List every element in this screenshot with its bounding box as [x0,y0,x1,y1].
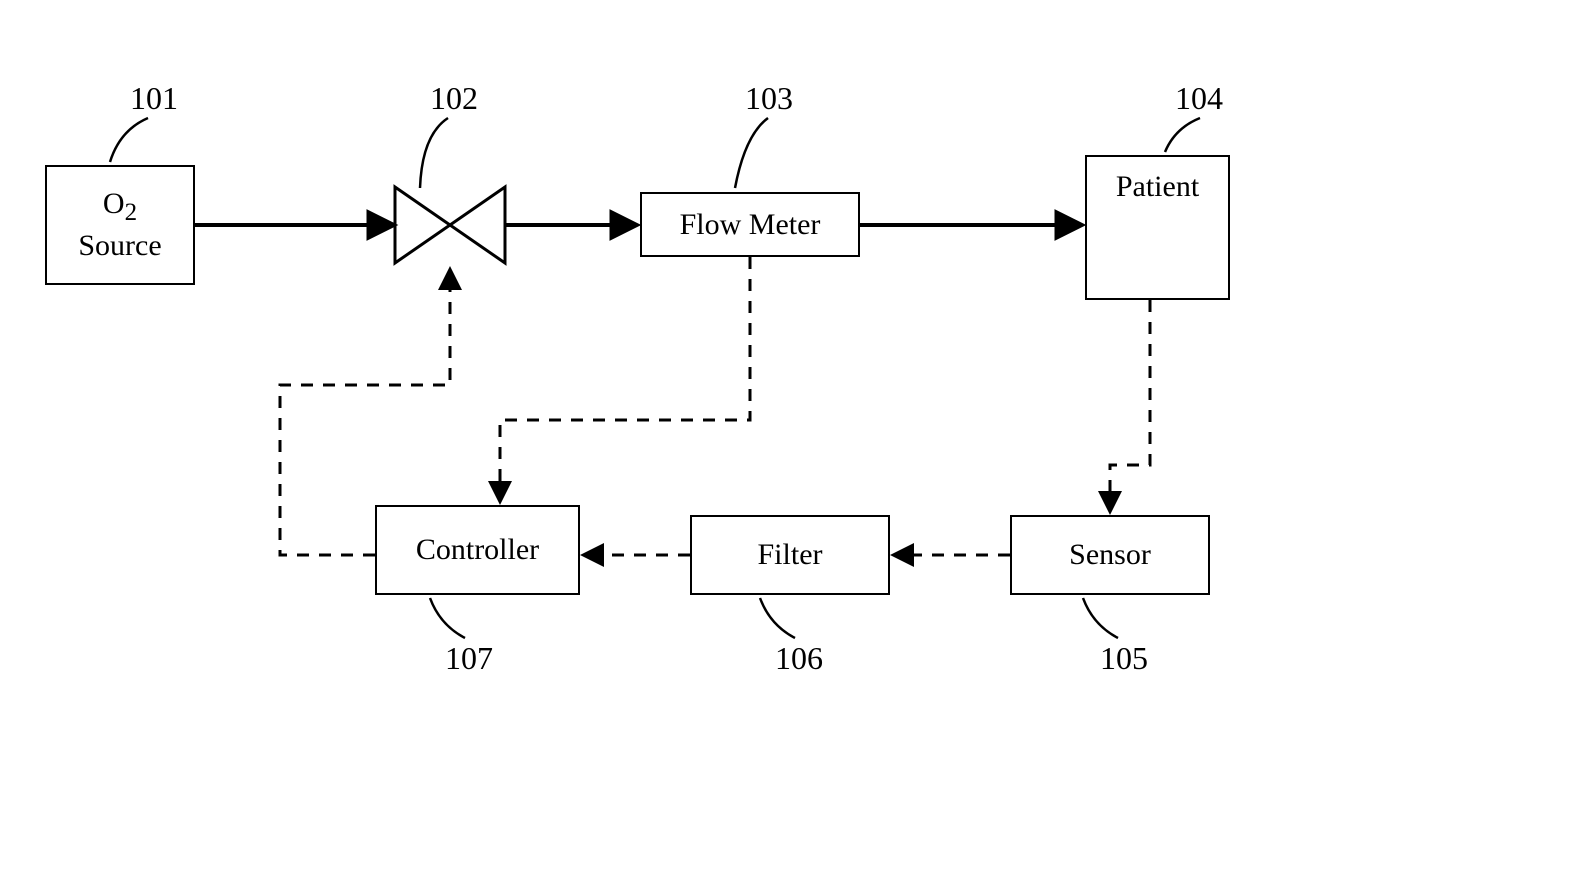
node-sensor-label: Sensor [1069,537,1151,573]
edge-patient-to-sensor [1110,300,1150,511]
node-filter-label: Filter [758,537,823,573]
leader-102 [420,118,448,188]
node-flow-meter-label: Flow Meter [680,207,821,243]
leader-107 [430,598,465,638]
ref-104: 104 [1175,80,1223,117]
node-controller-label: Controller [416,532,539,568]
node-controller: Controller [375,505,580,595]
ref-103: 103 [745,80,793,117]
node-filter: Filter [690,515,890,595]
diagram-lines [0,0,1594,896]
leader-105 [1083,598,1118,638]
ref-102: 102 [430,80,478,117]
node-o2-source-label: O2Source [78,186,161,264]
leader-101 [110,118,148,162]
ref-105: 105 [1100,640,1148,677]
leader-103 [735,118,768,188]
leader-106 [760,598,795,638]
ref-107: 107 [445,640,493,677]
node-sensor: Sensor [1010,515,1210,595]
ref-101: 101 [130,80,178,117]
flow-diagram: O2Source Flow Meter Patient Sensor Filte… [0,0,1594,896]
node-o2-source: O2Source [45,165,195,285]
edge-flowmeter-to-controller [500,257,750,501]
valve-icon [395,187,505,263]
node-flow-meter: Flow Meter [640,192,860,257]
node-patient: Patient [1085,155,1230,300]
node-patient-label: Patient [1116,169,1199,205]
leader-104 [1165,118,1200,152]
ref-106: 106 [775,640,823,677]
